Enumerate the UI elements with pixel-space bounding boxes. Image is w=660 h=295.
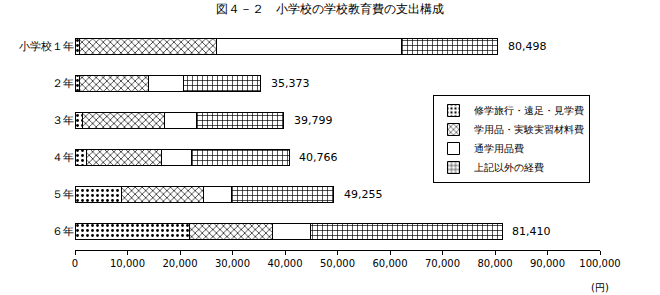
svg-text:60,000: 60,000 [373,258,408,269]
svg-text:10,000: 10,000 [110,258,145,269]
svg-text:上記以外の経費: 上記以外の経費 [474,162,544,173]
svg-text:80,000: 80,000 [478,258,513,269]
svg-text:35,373: 35,373 [271,77,310,90]
svg-text:５年: ５年 [52,188,74,201]
svg-text:６年: ６年 [52,225,74,238]
svg-text:20,000: 20,000 [163,258,198,269]
svg-text:80,498: 80,498 [508,40,547,53]
svg-text:(円): (円) [591,282,609,293]
svg-text:30,000: 30,000 [215,258,250,269]
svg-text:70,000: 70,000 [425,258,460,269]
svg-text:100,000: 100,000 [579,258,620,269]
svg-text:40,000: 40,000 [268,258,303,269]
svg-text:39,799: 39,799 [294,114,333,127]
svg-text:49,255: 49,255 [344,188,383,201]
svg-text:学用品・実験実習材料費: 学用品・実験実習材料費 [474,124,584,135]
svg-text:小学校１年: 小学校１年 [19,40,74,53]
svg-text:４年: ４年 [52,151,74,164]
svg-text:通学用品費: 通学用品費 [474,143,524,154]
svg-text:0: 0 [72,258,78,269]
svg-text:修学旅行・遠足・見学費: 修学旅行・遠足・見学費 [474,105,584,116]
svg-text:81,410: 81,410 [512,225,551,238]
svg-text:50,000: 50,000 [320,258,355,269]
svg-text:40,766: 40,766 [299,151,338,164]
svg-text:３年: ３年 [52,114,74,127]
svg-text:90,000: 90,000 [530,258,565,269]
svg-text:２年: ２年 [52,77,74,90]
svg-text:図４－２ 小学校の学校教育費の支出構成: 図４－２ 小学校の学校教育費の支出構成 [216,2,444,16]
